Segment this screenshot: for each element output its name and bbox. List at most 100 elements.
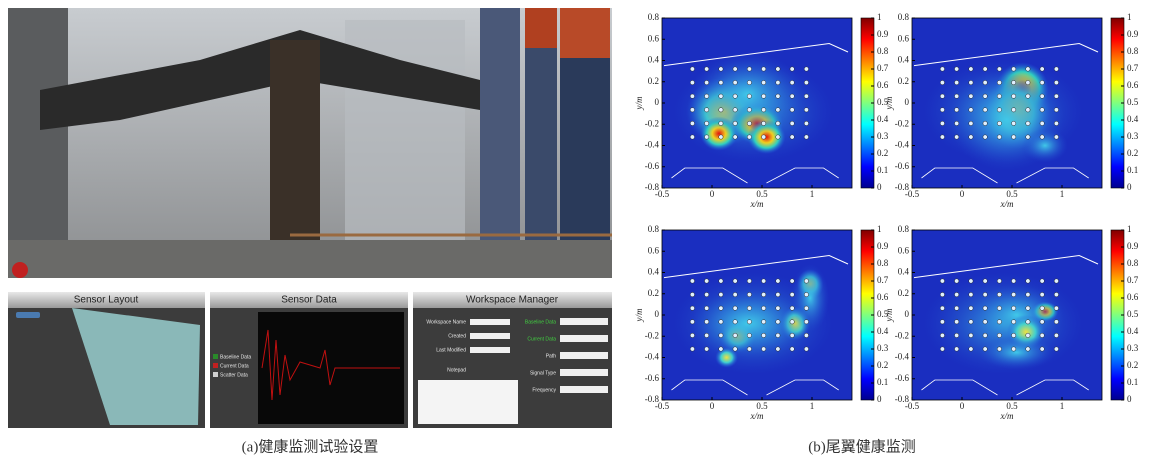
sensor-dot — [733, 108, 737, 112]
sensor-dot — [1026, 333, 1030, 337]
sensor-dot — [790, 292, 794, 296]
y-tick-label: 0.6 — [898, 245, 910, 255]
y-axis-label: y/m — [634, 308, 644, 322]
sensor-dot — [983, 67, 987, 71]
sensor-dot — [761, 320, 765, 324]
y-axis-label: y/m — [884, 96, 894, 110]
sensor-dot — [719, 279, 723, 283]
sensor-dot — [719, 67, 723, 71]
sensor-dot — [1040, 94, 1044, 98]
sensor-dot — [804, 333, 808, 337]
sensor-dot — [1011, 292, 1015, 296]
sensor-dot — [804, 347, 808, 351]
sensor-dot — [1040, 292, 1044, 296]
heatmap-chart: -0.500.51-0.8-0.6-0.4-0.200.20.40.60.8x/… — [884, 224, 1139, 421]
sensor-dot — [776, 279, 780, 283]
colorbar-tick-label: 0.6 — [877, 292, 889, 302]
field-blob — [979, 335, 1055, 369]
sensor-dot — [790, 347, 794, 351]
sensor-dot — [983, 347, 987, 351]
sensor-dot — [969, 333, 973, 337]
sensor-dot — [704, 67, 708, 71]
sensor-dot — [940, 306, 944, 310]
sensor-dot — [804, 306, 808, 310]
sensor-dot — [790, 121, 794, 125]
sensor-dot — [1026, 279, 1030, 283]
sensor-dot — [1026, 67, 1030, 71]
sensor-dot — [983, 80, 987, 84]
sensor-dot — [733, 80, 737, 84]
sensor-dot — [704, 320, 708, 324]
colorbar-tick-label: 0.1 — [877, 165, 888, 175]
colorbar-tick-label: 0.7 — [1127, 63, 1139, 73]
y-tick-label: -0.6 — [895, 373, 910, 383]
y-tick-label: 0.8 — [648, 12, 660, 22]
sensor-dot — [733, 347, 737, 351]
sensor-dot — [690, 108, 694, 112]
sensor-dot — [1026, 306, 1030, 310]
field-blob — [1022, 129, 1068, 163]
sensor-dot — [704, 80, 708, 84]
colorbar-tick-label: 0.6 — [877, 80, 889, 90]
sensor-dot — [983, 292, 987, 296]
colorbar-tick-label: 0.4 — [877, 114, 889, 124]
colorbar-tick-label: 0.4 — [1127, 114, 1139, 124]
sensor-dot — [776, 80, 780, 84]
sensor-dot — [690, 333, 694, 337]
sensor-dot — [719, 135, 723, 139]
sensor-dot — [804, 320, 808, 324]
y-tick-label: 0.4 — [898, 267, 910, 277]
sensor-dot — [733, 121, 737, 125]
sensor-dot — [1040, 320, 1044, 324]
sensor-dot — [983, 135, 987, 139]
sensor-dot — [1040, 306, 1044, 310]
sensor-dot — [704, 292, 708, 296]
sensor-dot — [733, 135, 737, 139]
sensor-dot — [940, 94, 944, 98]
sensor-dot — [761, 292, 765, 296]
sensor-dot — [997, 108, 1001, 112]
sensor-dot — [940, 135, 944, 139]
sensor-dot — [776, 306, 780, 310]
sensor-dot — [733, 279, 737, 283]
sensor-dot — [747, 292, 751, 296]
sensor-dot — [690, 292, 694, 296]
sensor-dot — [804, 108, 808, 112]
sensor-dot — [940, 347, 944, 351]
sensor-dot — [804, 94, 808, 98]
sensor-dot — [1054, 292, 1058, 296]
sensor-dot — [747, 80, 751, 84]
sensor-dot — [997, 279, 1001, 283]
option-label: Signal Type — [530, 370, 556, 376]
sensor-dot — [704, 108, 708, 112]
sensor-dot — [790, 108, 794, 112]
sensor-dot — [719, 320, 723, 324]
x-axis-label: x/m — [1000, 411, 1014, 421]
y-tick-label: 0.2 — [898, 288, 909, 298]
option-select — [560, 318, 608, 325]
option-select — [560, 335, 608, 342]
y-tick-label: -0.4 — [895, 140, 910, 150]
sensor-dot — [690, 80, 694, 84]
sensor-dot — [997, 347, 1001, 351]
y-tick-label: -0.2 — [645, 330, 659, 340]
sensor-dot — [733, 67, 737, 71]
sensor-dot — [747, 306, 751, 310]
sensor-dot — [704, 135, 708, 139]
y-tick-label: -0.2 — [645, 118, 659, 128]
sensor-dot — [776, 135, 780, 139]
sensor-dot — [747, 320, 751, 324]
sensor-dot — [1011, 67, 1015, 71]
sensor-dot — [940, 67, 944, 71]
sensor-dot — [954, 108, 958, 112]
sensor-dot — [719, 94, 723, 98]
figure: Sensor Layout Sensor Data Workspace Mana… — [0, 0, 1150, 462]
sensor-dot — [776, 292, 780, 296]
field-blob — [791, 264, 829, 332]
y-tick-label: 0.4 — [898, 55, 910, 65]
sensor-dot — [790, 333, 794, 337]
sensor-dot — [690, 320, 694, 324]
sensor-dot — [954, 67, 958, 71]
sensor-dot — [761, 108, 765, 112]
y-tick-label: 0.4 — [648, 267, 660, 277]
